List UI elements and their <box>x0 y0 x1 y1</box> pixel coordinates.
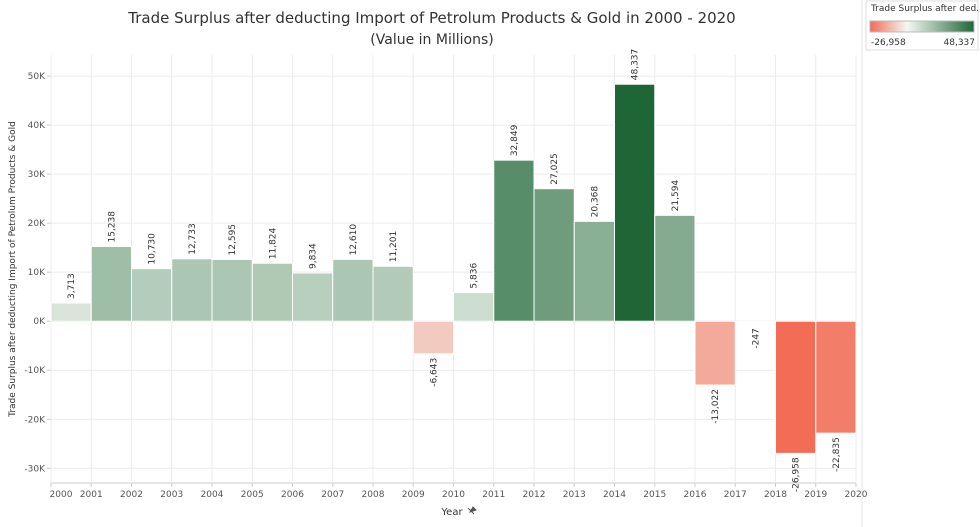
y-tick-label: 20K <box>28 219 46 229</box>
data-label: -247 <box>751 328 761 348</box>
bar <box>50 302 92 322</box>
x-tick-label: 2010 <box>442 490 465 500</box>
y-tick-label: 40K <box>28 121 46 131</box>
data-label: 11,201 <box>389 231 399 263</box>
x-tick-label: 2013 <box>563 490 586 500</box>
x-tick-label: 2017 <box>724 490 747 500</box>
legend-max: 48,337 <box>944 38 976 48</box>
data-label: 15,238 <box>107 211 117 243</box>
x-tick-label: 2001 <box>80 490 103 500</box>
x-tick-label: 2011 <box>482 490 505 500</box>
data-label: -6,643 <box>429 358 439 387</box>
chart-subtitle: (Value in Millions) <box>370 32 493 48</box>
bar <box>734 320 776 323</box>
data-label: -26,958 <box>792 457 802 492</box>
bar <box>533 188 575 322</box>
bar <box>251 262 293 322</box>
x-tick-label: 2009 <box>402 490 425 500</box>
y-tick-label: 10K <box>28 268 46 278</box>
y-tick-label: -30K <box>24 464 46 474</box>
bar <box>171 258 213 322</box>
bar <box>292 272 334 322</box>
x-tick-label: 2006 <box>281 490 304 500</box>
x-tick-label: 2008 <box>362 490 385 500</box>
bar <box>654 214 696 322</box>
data-label: 10,730 <box>148 233 158 265</box>
x-tick-label: 2015 <box>643 490 666 500</box>
legend-min: -26,958 <box>871 38 906 48</box>
legend-gradient <box>869 20 975 33</box>
bar <box>573 220 615 322</box>
pin-icon <box>467 506 477 515</box>
x-tick-label: 2005 <box>241 490 264 500</box>
chart-title: Trade Surplus after deducting Import of … <box>127 9 735 27</box>
y-tick-label: 30K <box>28 170 46 180</box>
x-tick-label: 2018 <box>764 490 787 500</box>
data-label: 12,733 <box>188 223 198 255</box>
bar <box>90 246 132 322</box>
bar <box>614 83 656 322</box>
data-label: 20,368 <box>590 186 600 218</box>
x-tick-label: 2019 <box>804 490 827 500</box>
bar <box>372 265 414 322</box>
bar <box>815 320 857 434</box>
x-tick-label: 2014 <box>603 490 626 500</box>
data-label: -22,835 <box>832 437 842 472</box>
x-tick-label: 2007 <box>321 490 344 500</box>
data-label: 3,713 <box>67 273 77 299</box>
bar <box>493 159 535 322</box>
x-tick-label: 2000 <box>50 490 73 500</box>
x-tick-label: 2004 <box>201 490 224 500</box>
y-axis-label: Trade Surplus after deducting Import of … <box>8 121 18 418</box>
x-axis-label: Year <box>440 507 463 518</box>
data-label: -13,022 <box>711 389 721 424</box>
bar <box>332 258 374 322</box>
x-tick-label: 2003 <box>160 490 183 500</box>
data-label: 12,595 <box>228 224 238 256</box>
data-label: 12,610 <box>349 224 359 256</box>
x-tick-label: 2016 <box>684 490 707 500</box>
data-label: 21,594 <box>671 180 681 212</box>
bar <box>775 320 817 454</box>
bar <box>694 320 736 386</box>
data-label: 11,824 <box>268 227 278 259</box>
x-tick-label: 2002 <box>120 490 143 500</box>
data-label: 48,337 <box>631 49 641 81</box>
legend-title: Trade Surplus after ded... <box>870 4 980 14</box>
y-tick-label: 50K <box>28 72 46 82</box>
data-label: 32,849 <box>510 124 520 156</box>
x-tick-label: 2012 <box>523 490 546 500</box>
y-tick-label: 0K <box>33 317 46 327</box>
bar <box>131 268 173 322</box>
bar <box>211 258 253 322</box>
y-tick-label: -20K <box>24 415 46 425</box>
data-label: 5,836 <box>470 263 480 289</box>
data-label: 27,025 <box>550 153 560 185</box>
y-tick-label: -10K <box>24 366 46 376</box>
data-label: 9,834 <box>309 243 319 269</box>
bar <box>412 320 454 355</box>
x-tick-label: 2020 <box>845 490 868 500</box>
bar <box>453 292 495 322</box>
